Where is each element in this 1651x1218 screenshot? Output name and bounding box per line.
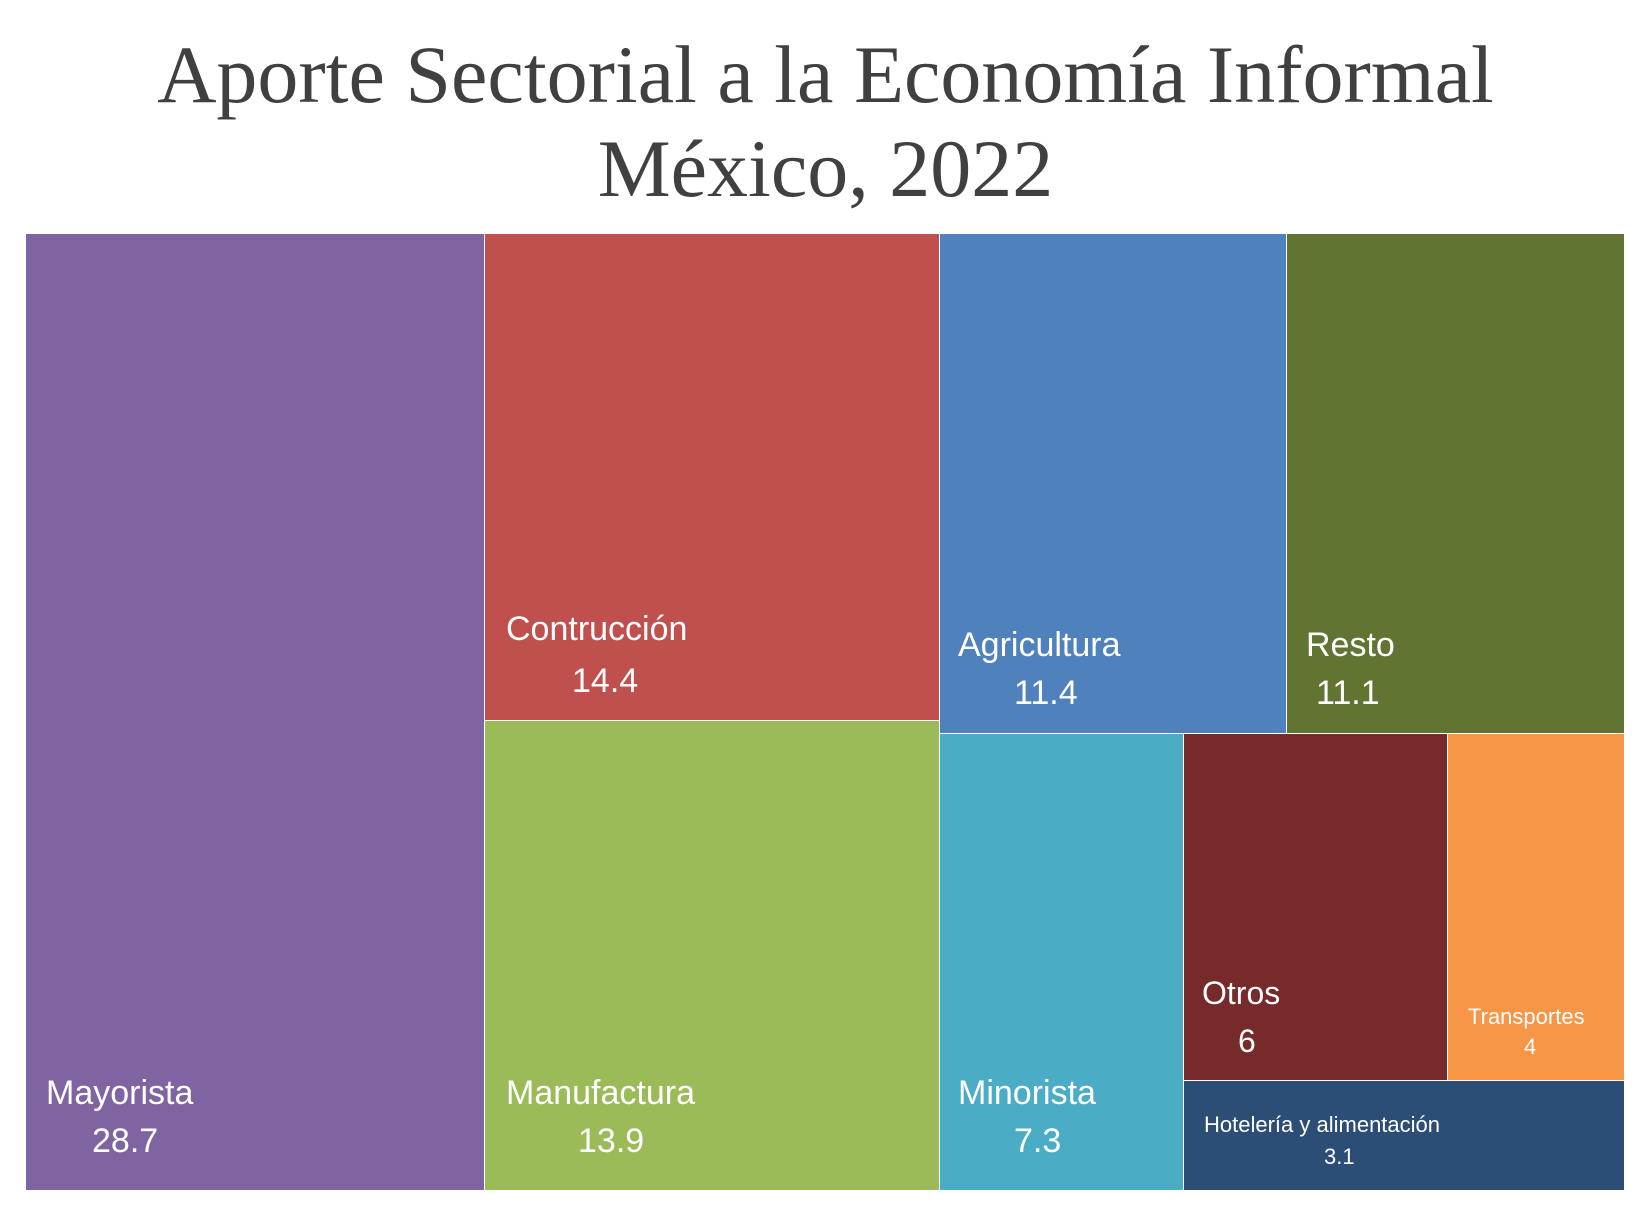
tile-label-transportes: Transportes: [1468, 1004, 1585, 1029]
tile-minorista: [940, 734, 1183, 1190]
tile-label-otros: Otros: [1202, 975, 1280, 1011]
tile-value-agricultura: 11.4: [1014, 674, 1078, 712]
tile-otros: [1184, 734, 1447, 1080]
tile-label-mayorista: Mayorista: [46, 1074, 193, 1112]
tile-label-hoteleria-y-alimentacion: Hotelería y alimentación: [1204, 1112, 1440, 1137]
tile-hoteleria-y-alimentacion: [1184, 1081, 1624, 1190]
tile-value-mayorista: 28.7: [92, 1122, 158, 1160]
tile-mayorista: [26, 234, 484, 1190]
tile-manufactura: [485, 721, 939, 1190]
tile-value-manufactura: 13.9: [578, 1122, 644, 1160]
tile-label-minorista: Minorista: [958, 1074, 1096, 1112]
tile-value-resto: 11.1: [1316, 674, 1380, 712]
tile-agricultura: [940, 234, 1286, 733]
title-line-2: México, 2022: [597, 123, 1054, 214]
tile-contruccion: [485, 234, 939, 720]
tile-value-otros: 6: [1238, 1023, 1256, 1059]
tile-value-hoteleria-y-alimentacion: 3.1: [1324, 1144, 1355, 1169]
tile-label-contruccion: Contrucción: [506, 610, 687, 648]
tile-label-resto: Resto: [1306, 626, 1395, 664]
chart-title: Aporte Sectorial a la Economía Informal …: [0, 28, 1651, 216]
tile-label-agricultura: Agricultura: [958, 626, 1121, 664]
title-line-1: Aporte Sectorial a la Economía Informal: [157, 29, 1494, 120]
tile-resto: [1287, 234, 1624, 733]
tile-value-minorista: 7.3: [1014, 1122, 1061, 1160]
tile-value-contruccion: 14.4: [572, 662, 638, 700]
tile-value-transportes: 4: [1524, 1034, 1536, 1059]
tile-transportes: [1448, 734, 1624, 1080]
tile-label-manufactura: Manufactura: [506, 1074, 695, 1112]
